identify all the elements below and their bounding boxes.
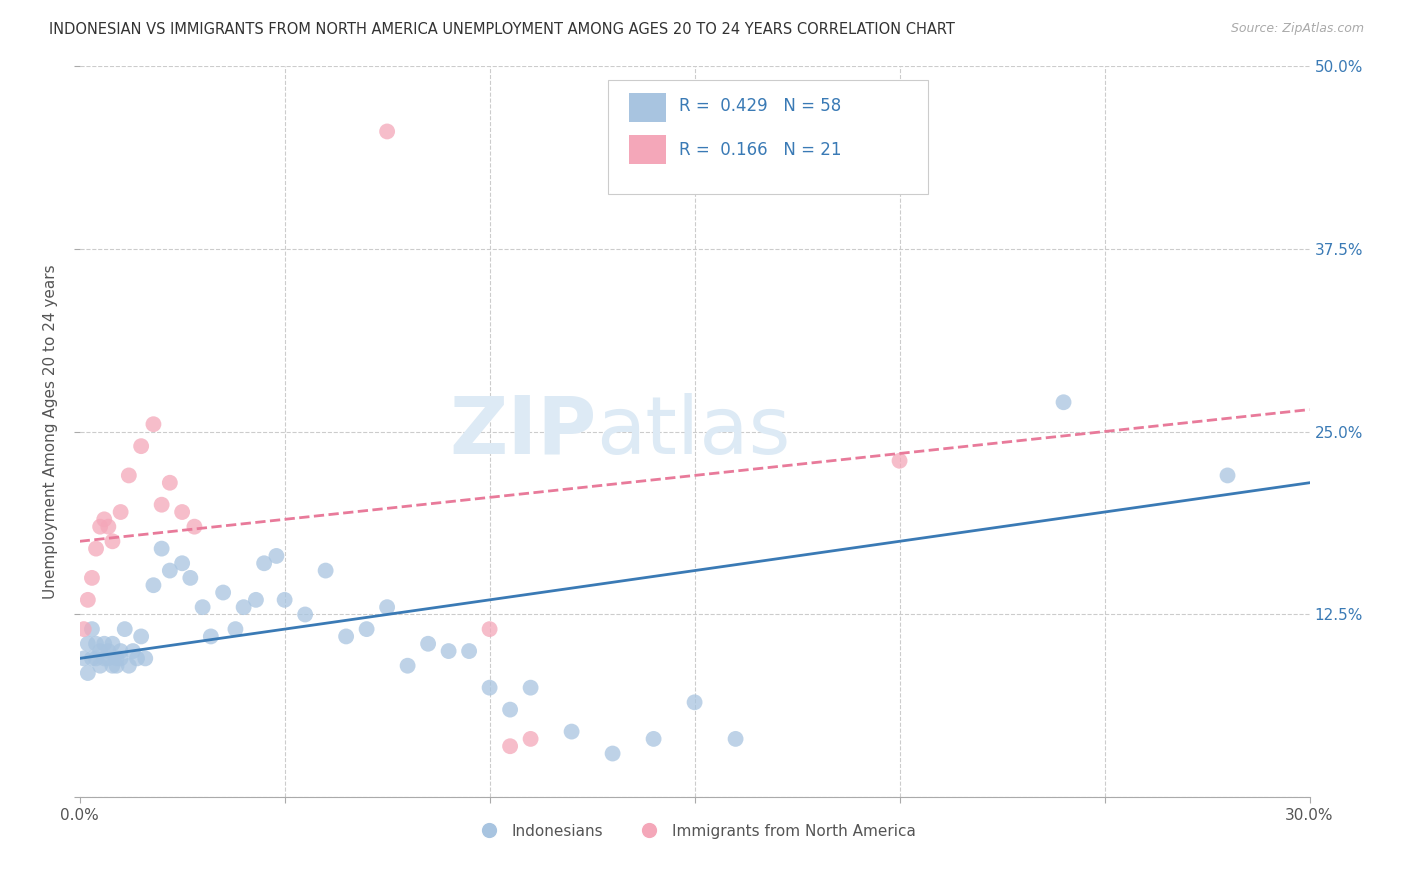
Point xyxy=(73,651,96,665)
Point xyxy=(159,564,181,578)
FancyBboxPatch shape xyxy=(630,135,666,164)
Point xyxy=(478,681,501,695)
Y-axis label: Unemployment Among Ages 20 to 24 years: Unemployment Among Ages 20 to 24 years xyxy=(44,264,58,599)
Point xyxy=(110,505,132,519)
Point xyxy=(118,658,141,673)
Point xyxy=(375,124,398,138)
Point xyxy=(200,629,222,643)
Point xyxy=(134,651,156,665)
Point xyxy=(172,505,194,519)
Point xyxy=(80,571,103,585)
Point xyxy=(84,541,107,556)
Point xyxy=(183,519,205,533)
Point xyxy=(519,731,541,746)
Point xyxy=(142,417,165,432)
Text: ZIP: ZIP xyxy=(449,392,596,470)
Point xyxy=(396,658,419,673)
Point xyxy=(294,607,316,622)
Point xyxy=(129,439,152,453)
Point xyxy=(416,637,439,651)
Point xyxy=(375,600,398,615)
Point xyxy=(437,644,460,658)
Point xyxy=(93,512,115,526)
Point xyxy=(118,468,141,483)
Point xyxy=(80,622,103,636)
Point xyxy=(101,658,124,673)
Point xyxy=(105,651,128,665)
Point xyxy=(76,637,98,651)
Legend: Indonesians, Immigrants from North America: Indonesians, Immigrants from North Ameri… xyxy=(467,817,922,845)
Point xyxy=(84,637,107,651)
Point xyxy=(191,600,214,615)
Point xyxy=(356,622,378,636)
Point xyxy=(499,739,522,754)
Text: INDONESIAN VS IMMIGRANTS FROM NORTH AMERICA UNEMPLOYMENT AMONG AGES 20 TO 24 YEA: INDONESIAN VS IMMIGRANTS FROM NORTH AMER… xyxy=(49,22,955,37)
Point xyxy=(232,600,254,615)
Point xyxy=(1216,468,1239,483)
Point xyxy=(93,637,115,651)
FancyBboxPatch shape xyxy=(609,80,928,194)
Point xyxy=(80,651,103,665)
Point xyxy=(224,622,246,636)
Point xyxy=(245,592,267,607)
Point xyxy=(93,651,115,665)
Point xyxy=(122,644,145,658)
Point xyxy=(643,731,665,746)
Point xyxy=(73,622,96,636)
Point xyxy=(125,651,148,665)
Text: Source: ZipAtlas.com: Source: ZipAtlas.com xyxy=(1230,22,1364,36)
Point xyxy=(89,644,111,658)
Point xyxy=(1052,395,1074,409)
Point xyxy=(273,592,295,607)
Point xyxy=(84,651,107,665)
Point xyxy=(114,622,136,636)
Point xyxy=(602,747,624,761)
Point xyxy=(110,651,132,665)
Point xyxy=(315,564,337,578)
Point xyxy=(97,519,120,533)
Point xyxy=(458,644,481,658)
Point xyxy=(561,724,583,739)
Point xyxy=(101,637,124,651)
Point xyxy=(499,703,522,717)
Point xyxy=(105,658,128,673)
Point xyxy=(212,585,235,599)
Point xyxy=(683,695,706,709)
FancyBboxPatch shape xyxy=(630,93,666,122)
Text: R =  0.429   N = 58: R = 0.429 N = 58 xyxy=(679,97,841,115)
Point xyxy=(89,519,111,533)
Point xyxy=(76,666,98,681)
Point xyxy=(101,534,124,549)
Point xyxy=(76,592,98,607)
Point xyxy=(266,549,288,563)
Point xyxy=(478,622,501,636)
Point xyxy=(97,644,120,658)
Point xyxy=(724,731,747,746)
Point xyxy=(150,541,173,556)
Point xyxy=(110,644,132,658)
Point xyxy=(150,498,173,512)
Point xyxy=(519,681,541,695)
Point xyxy=(142,578,165,592)
Point xyxy=(172,556,194,570)
Text: atlas: atlas xyxy=(596,392,790,470)
Point xyxy=(889,454,911,468)
Point xyxy=(335,629,357,643)
Point xyxy=(89,658,111,673)
Point xyxy=(129,629,152,643)
Text: R =  0.166   N = 21: R = 0.166 N = 21 xyxy=(679,141,841,159)
Point xyxy=(159,475,181,490)
Point xyxy=(253,556,276,570)
Point xyxy=(179,571,201,585)
Point xyxy=(97,651,120,665)
